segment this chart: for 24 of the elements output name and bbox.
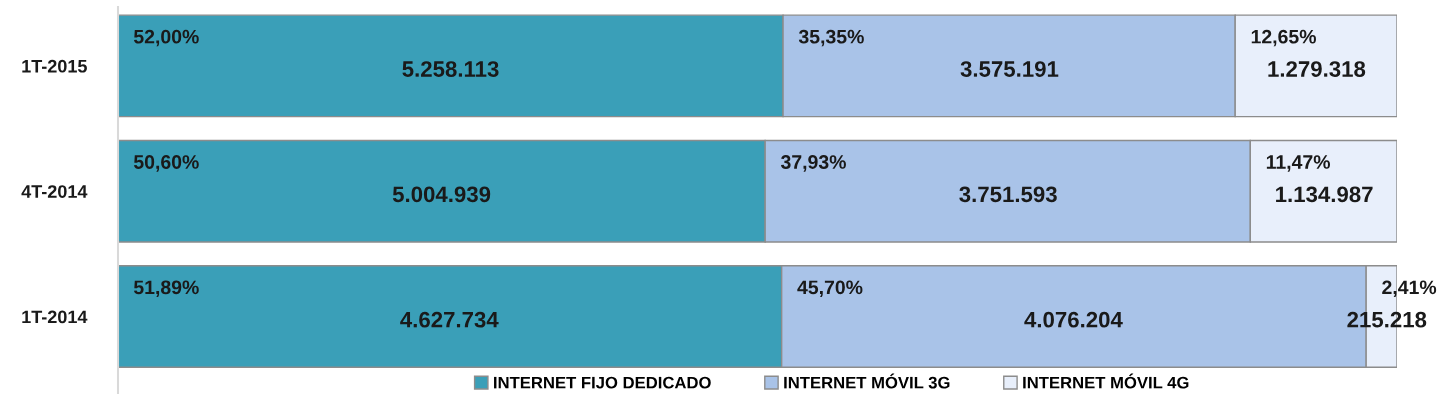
data-label: 35,35% [798,29,864,47]
data-label: 52,00% [133,29,199,47]
annotation: 5.004.939 [392,186,491,203]
data-label: 45,70% [797,280,863,298]
legend-label: INTERNET MÓVIL 3G [784,373,950,389]
annotation: 5.258.113 [402,61,499,77]
data-label: 51,89% [133,280,199,298]
annotation: 4.076.204 [1024,311,1123,328]
data-label: 12,65% [1251,29,1316,47]
data-label: 2,41% [1382,280,1437,298]
y-tick-label: 4T-2014 [21,185,88,198]
legend-label: INTERNET FIJO DEDICADO [494,376,711,389]
data-label: 11,47% [1266,155,1331,172]
annotation: 215.218 [1347,311,1427,328]
legend-label: INTERNET MÓVIL 4G [1023,373,1189,389]
annotation: 3.575.191 [960,61,1059,77]
annotation: 4.627.734 [400,311,499,328]
data-label: 50,60% [133,155,199,172]
annotation: 1.279.318 [1268,61,1366,77]
annotation: 1.134.987 [1276,186,1373,203]
data-label: 37,93% [780,155,846,172]
annotation: 3.751.593 [959,186,1057,203]
y-tick-label: 1T-2014 [22,310,88,324]
y-tick-label: 1T-2015 [22,59,87,73]
